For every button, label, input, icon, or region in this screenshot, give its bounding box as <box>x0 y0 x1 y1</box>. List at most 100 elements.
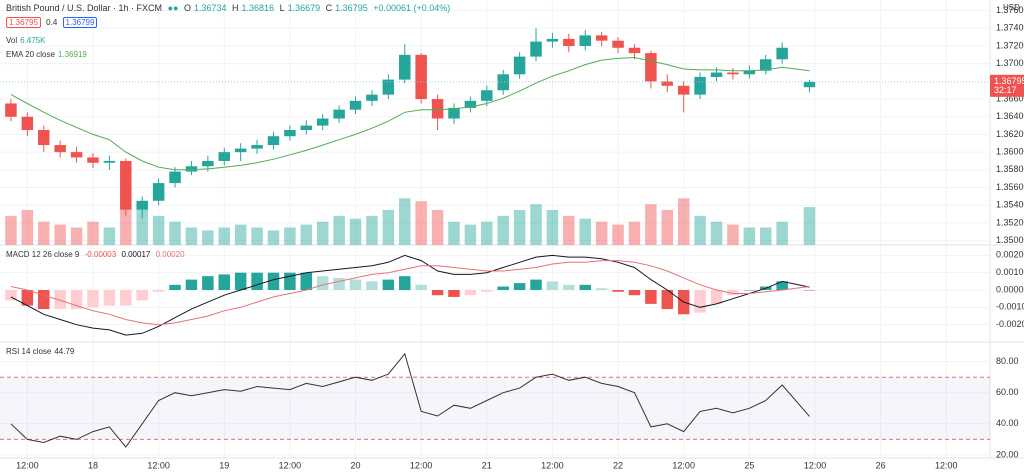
volume-bar <box>218 227 230 245</box>
candle-body <box>448 107 460 119</box>
volume-bar <box>316 221 329 245</box>
volume-bar <box>415 201 427 245</box>
histogram-bar <box>743 290 756 291</box>
y-tick-label: 1.36200 <box>996 129 1024 139</box>
volume-bar <box>284 227 296 245</box>
volume-bar <box>267 230 280 245</box>
candle-body <box>234 148 247 153</box>
candle-body <box>546 38 559 42</box>
rsi-band <box>0 377 990 440</box>
candle-body <box>579 35 591 46</box>
volume-bar <box>710 221 723 245</box>
candle-body <box>743 70 756 75</box>
x-tick-label: 12:00 <box>541 460 564 470</box>
histogram-bar <box>776 281 788 291</box>
volume-bar <box>70 227 83 245</box>
candle-body <box>595 35 608 41</box>
x-tick-label: 12:00 <box>672 460 695 470</box>
candle-body <box>300 125 313 131</box>
histogram-bar <box>284 272 296 291</box>
currency: USD <box>1003 3 1020 12</box>
candle-body <box>628 47 641 54</box>
x-tick-label: 12:00 <box>804 460 827 470</box>
ohlc-change: +0.00061 (+0.04%) <box>373 3 451 13</box>
y-tick-label: 1.35600 <box>996 182 1024 192</box>
histogram-bar <box>530 279 542 291</box>
histogram-bar <box>5 290 17 301</box>
histogram-bar <box>415 284 427 291</box>
signal-line <box>10 260 810 326</box>
volume-bar <box>628 221 641 245</box>
histogram-bar <box>185 279 198 291</box>
ohlc-label: L <box>279 3 285 13</box>
candle-body <box>382 79 395 95</box>
volume-bar <box>448 221 460 245</box>
volume-bar <box>349 218 362 245</box>
volume-bar <box>546 210 559 245</box>
candle-body <box>415 54 427 100</box>
candle-body <box>481 90 493 101</box>
x-tick-label: 12:00 <box>147 460 170 470</box>
histogram-bar <box>661 290 674 310</box>
histogram-bar <box>103 290 116 306</box>
histogram-bar <box>136 290 148 301</box>
candle-body <box>727 72 739 75</box>
candle-body <box>21 116 34 131</box>
volume-bar <box>497 215 509 245</box>
candle-body <box>612 40 624 48</box>
x-tick-label: 20 <box>351 460 361 470</box>
histogram-bar <box>803 290 816 291</box>
x-tick-label: 12:00 <box>410 460 433 470</box>
candle-body <box>333 109 345 119</box>
bid-box[interactable]: 1.36795 <box>6 17 41 28</box>
macd-legend: MACD 12 26 close 9 -0.00003 0.00017 0.00… <box>6 250 188 259</box>
histogram-bar <box>70 290 83 310</box>
y-tick-label: 1.36600 <box>996 93 1024 103</box>
volume-bar <box>803 207 816 245</box>
candle-body <box>776 47 788 60</box>
ohlc-value: 1.36734 <box>193 3 227 13</box>
histogram-bar <box>464 290 477 296</box>
y-tick-label: 1.35200 <box>996 217 1024 227</box>
histogram-bar <box>645 290 657 304</box>
histogram-bar <box>448 290 460 297</box>
y-tick-label: 1.35800 <box>996 164 1024 174</box>
volume-bar <box>776 221 788 245</box>
histogram-bar <box>694 290 706 313</box>
histogram-bar <box>513 283 526 291</box>
candle-body <box>267 136 280 146</box>
candle-body <box>136 200 148 210</box>
countdown-label: 32:17 <box>994 85 1017 95</box>
ask-box[interactable]: 1.36799 <box>62 17 98 28</box>
candle-body <box>87 157 99 163</box>
x-tick-label: 19 <box>219 460 229 470</box>
ohlc-value: 1.36679 <box>287 3 321 13</box>
candle-body <box>563 38 575 46</box>
histogram-bar <box>431 290 444 296</box>
volume-bar <box>136 204 148 245</box>
histogram-bar <box>546 281 559 291</box>
volume-bar <box>595 221 608 245</box>
histogram-bar <box>710 290 723 304</box>
volume-bar <box>169 221 181 245</box>
volume-bar <box>152 215 165 245</box>
candle-body <box>513 56 526 75</box>
x-tick-label: 12:00 <box>935 460 958 470</box>
volume-name: Vol <box>6 36 18 45</box>
candle-body <box>366 94 378 101</box>
volume-bar <box>464 224 477 245</box>
candle-body <box>169 171 181 184</box>
volume-bar <box>563 215 575 245</box>
histogram-bar <box>202 276 214 291</box>
y-tick-label: 1.37000 <box>996 58 1024 68</box>
histogram-bar <box>218 274 230 291</box>
volume-bar <box>481 221 493 245</box>
histogram-bar <box>399 276 411 291</box>
histogram-bar <box>333 277 345 291</box>
volume-bar <box>38 221 50 245</box>
histogram-bar <box>595 288 608 291</box>
volume-bar <box>202 230 214 245</box>
histogram-bar <box>120 290 132 306</box>
